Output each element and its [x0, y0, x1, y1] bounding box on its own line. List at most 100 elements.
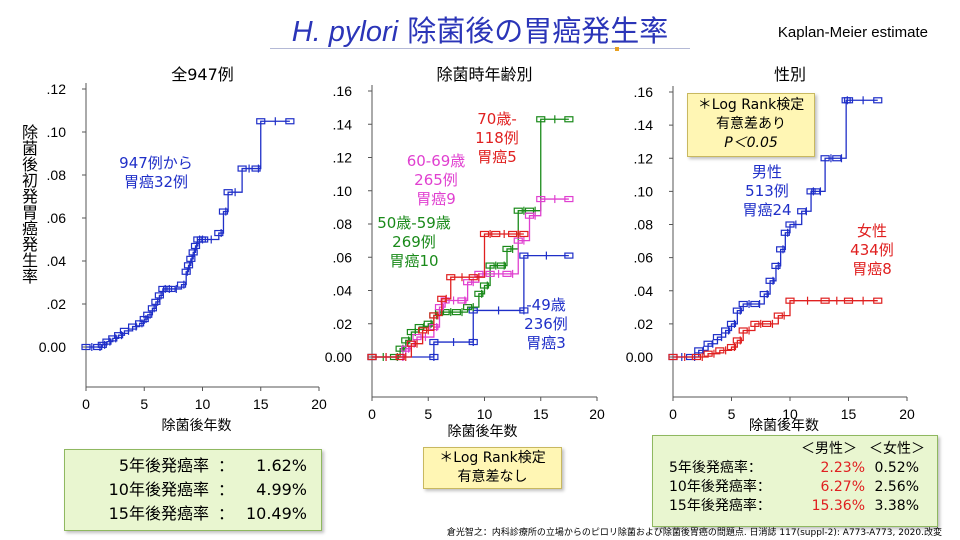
series-annotation: 269例 [392, 233, 436, 251]
data-point [564, 116, 574, 123]
series-annotation: 947例から [119, 154, 193, 172]
y-axis-label: 除菌後初発胃癌発生率 [19, 124, 38, 284]
data-point [738, 327, 748, 334]
note-line: P＜0.05 [724, 135, 778, 151]
data-point [524, 212, 535, 219]
page-title: H. pylori 除菌後の胃癌発生率 [0, 8, 960, 50]
data-point [820, 155, 830, 162]
data-point [715, 347, 725, 354]
x-tick-label: 5 [424, 406, 432, 422]
summary-overall-row: 15年後発癌率 ： 10.49% [81, 502, 321, 526]
data-point [412, 333, 422, 341]
data-point [502, 270, 512, 277]
data-point [519, 252, 529, 259]
row-label: 15年後発癌率： [669, 498, 771, 514]
data-point [721, 327, 731, 334]
data-point [418, 327, 428, 334]
y-tick-label: .08 [333, 216, 353, 232]
row-male: 2.23% [820, 460, 865, 476]
data-point [811, 188, 821, 195]
panel-title: 除菌時年齢別 [436, 65, 532, 84]
x-tick-label: 10 [477, 406, 493, 422]
title-underline [270, 48, 690, 49]
series-annotation: 70歳- [477, 110, 517, 128]
x-axis-title: 除菌後年数 [162, 418, 232, 434]
data-point [564, 195, 574, 203]
series-annotation: 50歳-59歳 [377, 214, 451, 232]
data-point [474, 290, 484, 297]
data-point [97, 341, 107, 348]
y-tick-label: .14 [634, 117, 654, 133]
row-male: 15.36% [811, 498, 865, 514]
x-tick-label: 15 [253, 396, 269, 412]
data-point [188, 249, 198, 256]
data-point [457, 297, 467, 304]
data-point [726, 320, 737, 327]
data-point [81, 343, 91, 351]
summary-colon: ： [217, 480, 234, 499]
data-point [401, 345, 411, 352]
y-tick-label: .12 [47, 81, 67, 97]
data-point [256, 118, 266, 125]
title-dot [615, 47, 619, 51]
row-female: 0.52% [874, 460, 919, 476]
data-point [750, 300, 760, 308]
data-point [114, 332, 124, 339]
row-label: 5年後発癌率： [669, 460, 762, 476]
summary-label: 15年後発癌率 [108, 504, 209, 523]
censor-marks [367, 229, 529, 361]
y-tick-label: 0.00 [325, 349, 352, 365]
data-point [519, 230, 529, 238]
data-point [513, 237, 523, 244]
summary-label: 5年後発癌率 [118, 456, 209, 475]
data-point [237, 165, 247, 172]
data-point [694, 347, 704, 354]
y-tick-label: .10 [333, 183, 353, 199]
data-point [536, 195, 546, 203]
x-axis-title: 除菌後年数 [448, 424, 518, 440]
note-line: 有意差なし [457, 469, 528, 485]
row-female: 2.56% [874, 479, 919, 495]
data-point [513, 207, 523, 214]
data-point [285, 118, 295, 125]
y-tick-label: .08 [634, 217, 654, 233]
data-point [832, 155, 842, 162]
note-age: ＊Log Rank検定 有意差なし [423, 447, 562, 489]
y-tick-label: .12 [333, 150, 353, 166]
data-point [776, 246, 786, 253]
note-sex: ＊Log Rank検定 有意差あり P＜0.05 [687, 93, 815, 157]
series-annotation: 513例 [745, 182, 789, 200]
data-point [395, 345, 405, 352]
data-point [102, 338, 112, 345]
y-tick-label: .12 [634, 150, 654, 166]
panel-title: 性別 [774, 65, 806, 84]
data-point [147, 305, 158, 312]
series-annotation: 胃癌32例 [124, 173, 188, 191]
row-female: 3.38% [874, 498, 919, 514]
summary-colon: ： [217, 456, 234, 475]
censor-marks [668, 296, 883, 361]
note-line: ＊Log Rank検定 [697, 97, 805, 113]
series-annotation: 女性 [857, 222, 887, 240]
row-label: 10年後発癌率： [669, 479, 771, 495]
series-annotation: 60-69歳 [407, 152, 466, 170]
data-point [508, 230, 518, 238]
panel-title: 全947例 [171, 65, 234, 84]
data-point [491, 230, 501, 238]
data-point [166, 285, 176, 293]
data-point [703, 340, 713, 347]
summary-overall-row: 5年後発癌率 ： 1.62% [81, 454, 321, 478]
data-point [873, 297, 883, 304]
data-point [485, 262, 495, 269]
sex-table-row: 5年後発癌率： 2.23% 0.52% [653, 459, 937, 478]
data-point [843, 97, 854, 104]
y-tick-label: .14 [333, 116, 353, 132]
sex-table-row: 10年後発癌率： 6.27% 2.56% [653, 478, 937, 497]
data-point [401, 337, 411, 344]
x-tick-label: 0 [82, 396, 90, 412]
x-tick-label: 10 [195, 396, 211, 412]
data-point [218, 208, 229, 215]
title-rest: 除菌後の胃癌発生率 [398, 14, 669, 48]
series-annotation: 236例 [524, 315, 568, 333]
